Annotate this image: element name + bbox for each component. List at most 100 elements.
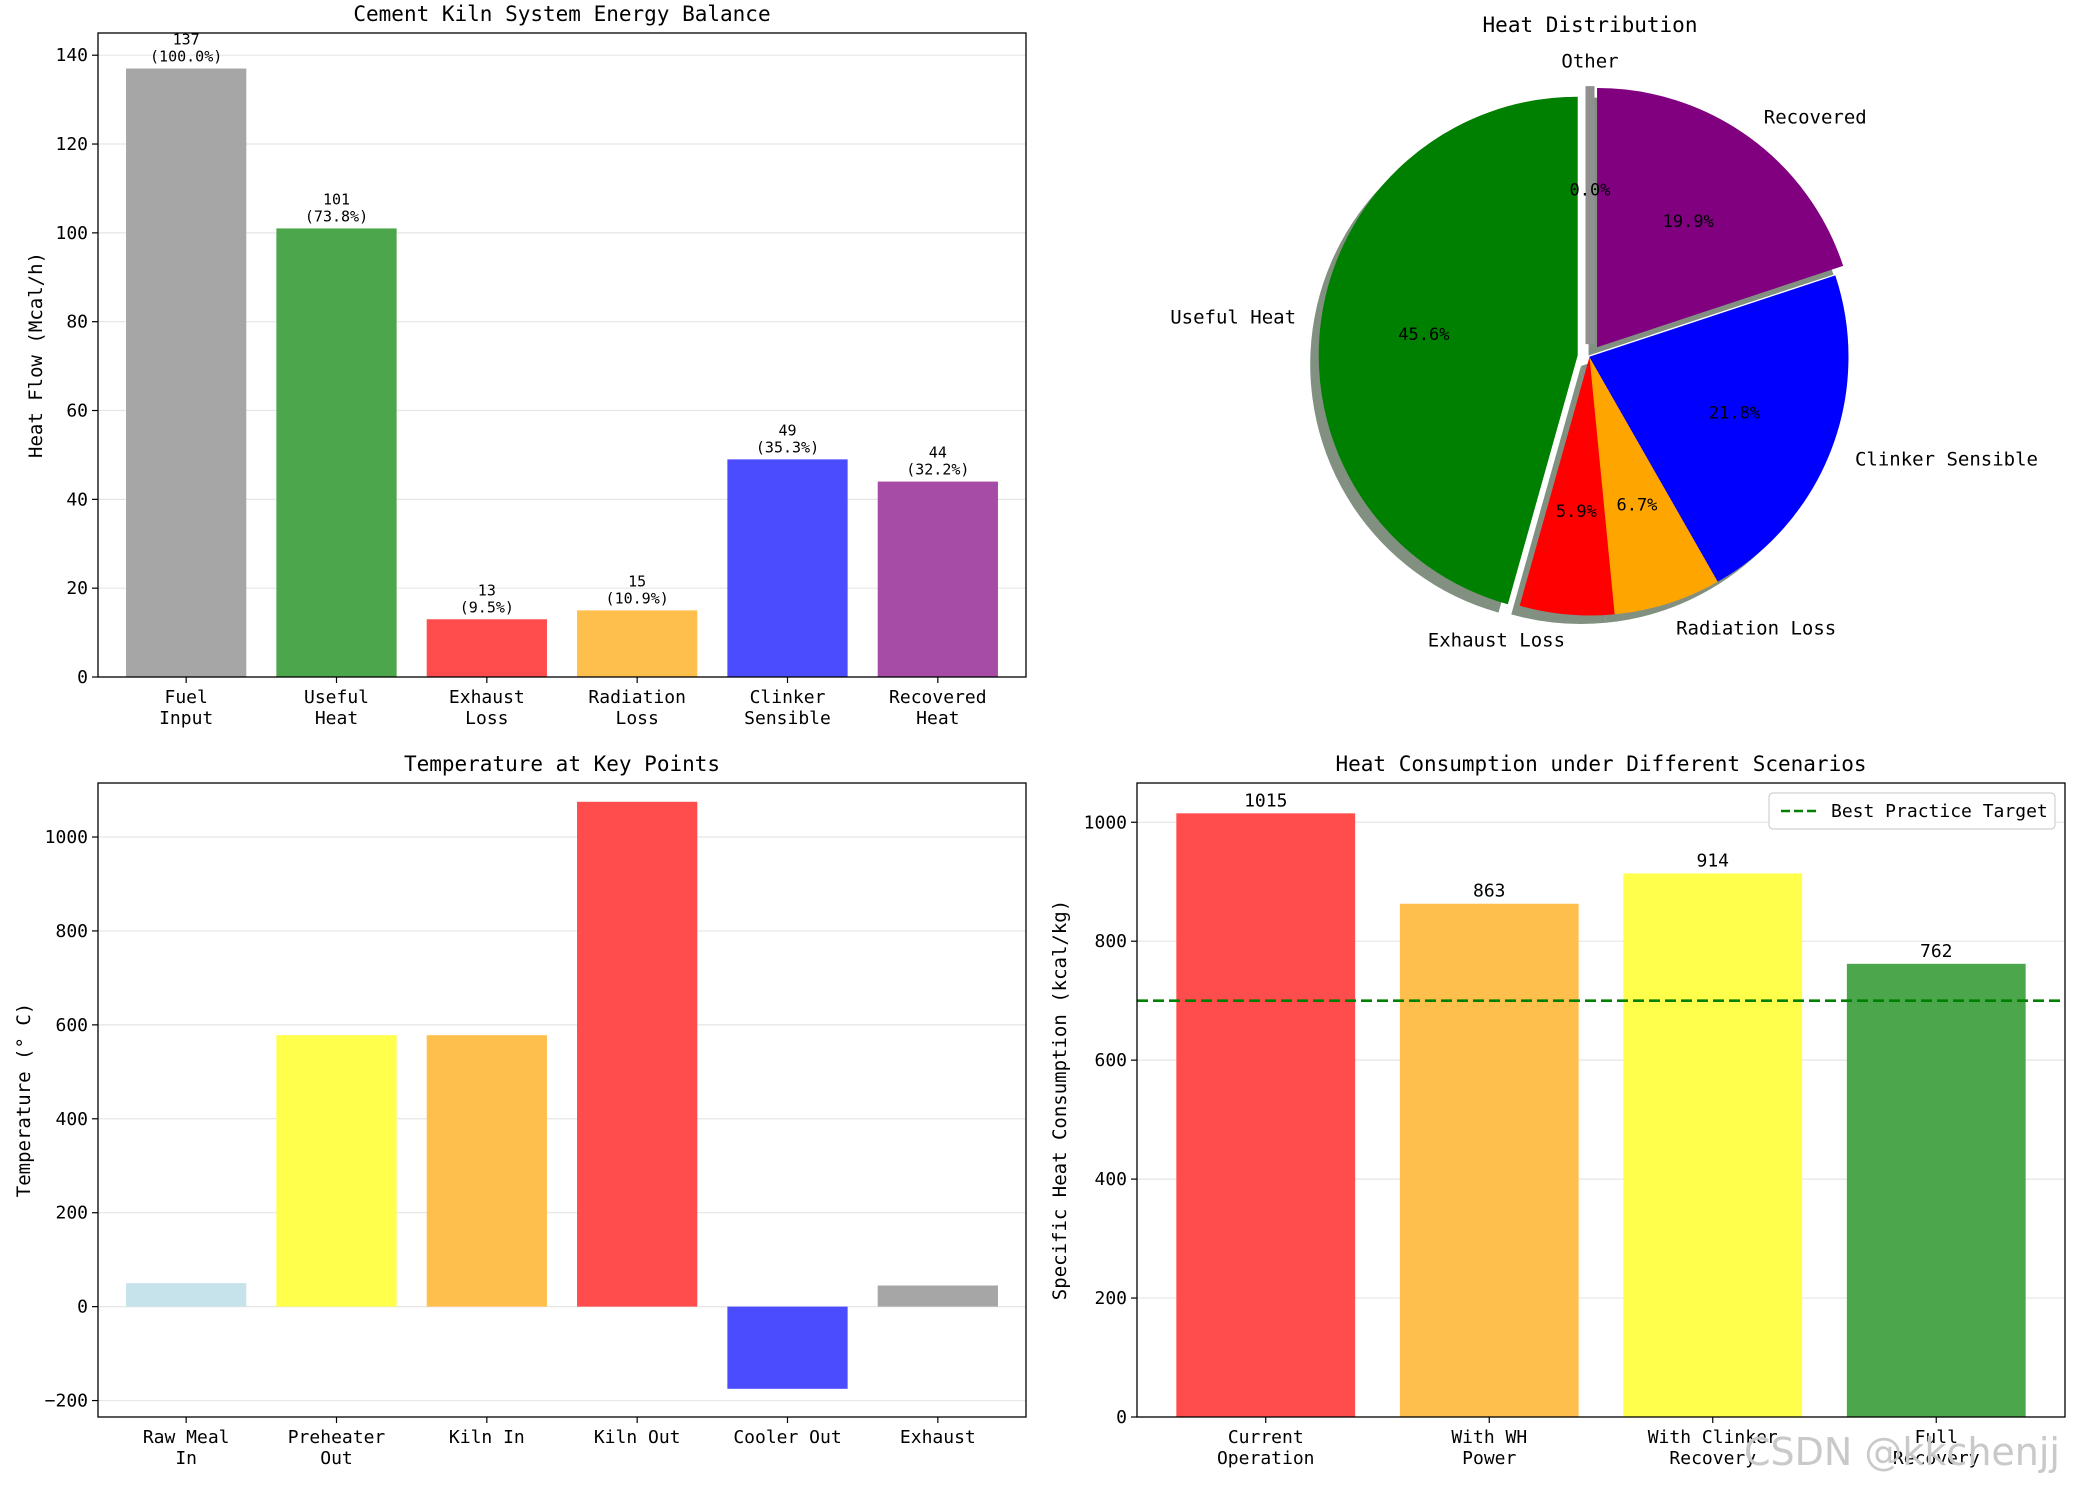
bar-3 — [577, 610, 698, 677]
chart-title: Heat Consumption under Different Scenari… — [1335, 752, 1866, 776]
y-tick-label: 0 — [77, 1297, 88, 1318]
axes-frame — [1136, 782, 2066, 1418]
x-tick-label-line: Loss — [465, 708, 508, 729]
y-tick-label: 120 — [55, 134, 88, 155]
x-tick-label: Kiln In — [449, 1427, 525, 1448]
y-tick-label: 140 — [55, 45, 88, 66]
x-tick-label: Useful Heat — [304, 687, 369, 729]
x-tick-label-line: Input — [159, 708, 213, 729]
data-label: 1015 — [1244, 790, 1287, 811]
chart-2: Raw Meal In Preheater Out Kiln In Kiln Out Coo… — [13, 752, 1027, 1469]
slice-pct-5: 0.0% — [1570, 180, 1611, 200]
data-label: 137 (100.0%) — [150, 31, 222, 66]
x-tick-label-line: Sensible — [744, 708, 831, 729]
data-label: 49 (35.3%) — [756, 421, 819, 456]
y-tick-label: 80 — [66, 312, 88, 333]
x-tick-label-line: Useful — [304, 687, 369, 708]
x-tick-label: Raw Meal In — [143, 1427, 230, 1469]
data-label: 863 — [1473, 881, 1506, 902]
bar-0 — [126, 68, 247, 678]
y-tick-label: 800 — [1094, 931, 1127, 952]
x-tick-label-line: Operation — [1217, 1448, 1315, 1469]
bar-3 — [577, 801, 698, 1307]
bar-1 — [276, 228, 397, 677]
y-tick-label: −200 — [45, 1391, 88, 1412]
x-tick-label-line: Fuel — [164, 687, 207, 708]
data-label-line: 101 — [323, 190, 350, 208]
bar-0 — [126, 1283, 247, 1307]
data-label-line: 44 — [929, 444, 947, 462]
slice-label-5: Other — [1561, 50, 1618, 72]
y-tick-label: 60 — [66, 401, 88, 422]
slice-label-3: Clinker Sensible — [1855, 449, 2038, 471]
slice-0 — [1318, 96, 1578, 605]
y-tick-label: 200 — [55, 1203, 88, 1224]
x-tick-label-line: Preheater — [288, 1427, 386, 1448]
x-tick-label-line: Full — [1915, 1427, 1958, 1448]
data-label: 15 (10.9%) — [606, 572, 669, 607]
x-tick-label: With Clinker Recovery — [1648, 1427, 1778, 1469]
legend: Best Practice Target — [1768, 792, 2056, 830]
legend-label: Best Practice Target — [1831, 801, 2048, 822]
y-tick-label: 200 — [1094, 1288, 1127, 1309]
x-tick-label: Kiln Out — [594, 1427, 681, 1448]
x-tick-label: Current Operation — [1217, 1427, 1315, 1469]
y-tick-label: 0 — [77, 667, 88, 688]
x-tick-label-line: Loss — [615, 708, 658, 729]
x-tick-label: Full Recovery — [1893, 1427, 1980, 1469]
data-label: 13 (9.5%) — [460, 581, 514, 616]
chart-title: Temperature at Key Points — [404, 752, 720, 776]
slice-label-4: Recovered — [1764, 107, 1867, 129]
watermark: CSDN @kkchenjj — [1744, 1430, 2060, 1474]
x-tick-label: Exhaust — [900, 1427, 976, 1448]
slice-pct-1: 5.9% — [1556, 502, 1597, 522]
data-label-line: (9.5%) — [460, 598, 514, 616]
y-tick-label: 1000 — [45, 827, 88, 848]
data-label-line: 13 — [478, 581, 496, 599]
x-tick-label-line: Heat — [315, 708, 358, 729]
data-label-line: 49 — [778, 421, 796, 439]
slice-2 — [1589, 356, 1719, 615]
data-label: 44 (32.2%) — [906, 444, 969, 479]
x-tick-label-line: With WH — [1451, 1427, 1527, 1448]
x-tick-label: Exhaust Loss — [449, 687, 525, 729]
x-tick-label-line: Heat — [916, 708, 959, 729]
x-tick-label-line: Out — [320, 1448, 353, 1469]
x-tick-label-line: Kiln In — [449, 1427, 525, 1448]
x-tick-label-line: Radiation — [588, 687, 686, 708]
bar-1 — [276, 1035, 397, 1307]
bar-3 — [1846, 963, 2026, 1417]
y-axis-label: Heat Flow (Mcal/h) — [25, 252, 47, 458]
data-label: 762 — [1920, 941, 1953, 962]
data-label-line: 137 — [173, 31, 200, 49]
y-tick-label: 100 — [55, 223, 88, 244]
slice-label-2: Radiation Loss — [1676, 617, 1836, 639]
slice-pct-4: 19.9% — [1663, 212, 1714, 232]
x-tick-label-line: Kiln Out — [594, 1427, 681, 1448]
x-tick-label-line: Clinker — [750, 687, 826, 708]
data-label-line: (100.0%) — [150, 48, 222, 66]
y-tick-label: 600 — [1094, 1050, 1127, 1071]
x-tick-label-line: Recovery — [1893, 1448, 1980, 1469]
x-tick-label: Radiation Loss — [588, 687, 686, 729]
data-label-line: (32.2%) — [906, 461, 969, 479]
x-tick-label-line: Recovered — [889, 687, 987, 708]
y-tick-label: 600 — [55, 1015, 88, 1036]
bar-2 — [426, 1035, 547, 1307]
axes-frame — [97, 782, 1027, 1418]
y-axis-label: Specific Heat Consumption (kcal/kg) — [1049, 900, 1071, 1300]
x-tick-label: With WH Power — [1451, 1427, 1527, 1469]
x-tick-label: Fuel Input — [159, 687, 213, 729]
slice-pct-3: 21.8% — [1709, 403, 1760, 423]
bar-4 — [727, 1306, 848, 1389]
bar-0 — [1176, 813, 1356, 1417]
y-tick-label: 1000 — [1084, 812, 1127, 833]
axes-frame — [97, 32, 1027, 678]
chart-3: Current Operation 1015 With WH Power 863 With … — [1049, 752, 2066, 1469]
x-tick-label-line: Cooler Out — [733, 1427, 841, 1448]
bar-5 — [877, 481, 998, 677]
slice-3 — [1589, 275, 1849, 582]
x-tick-label: Preheater Out — [288, 1427, 386, 1469]
